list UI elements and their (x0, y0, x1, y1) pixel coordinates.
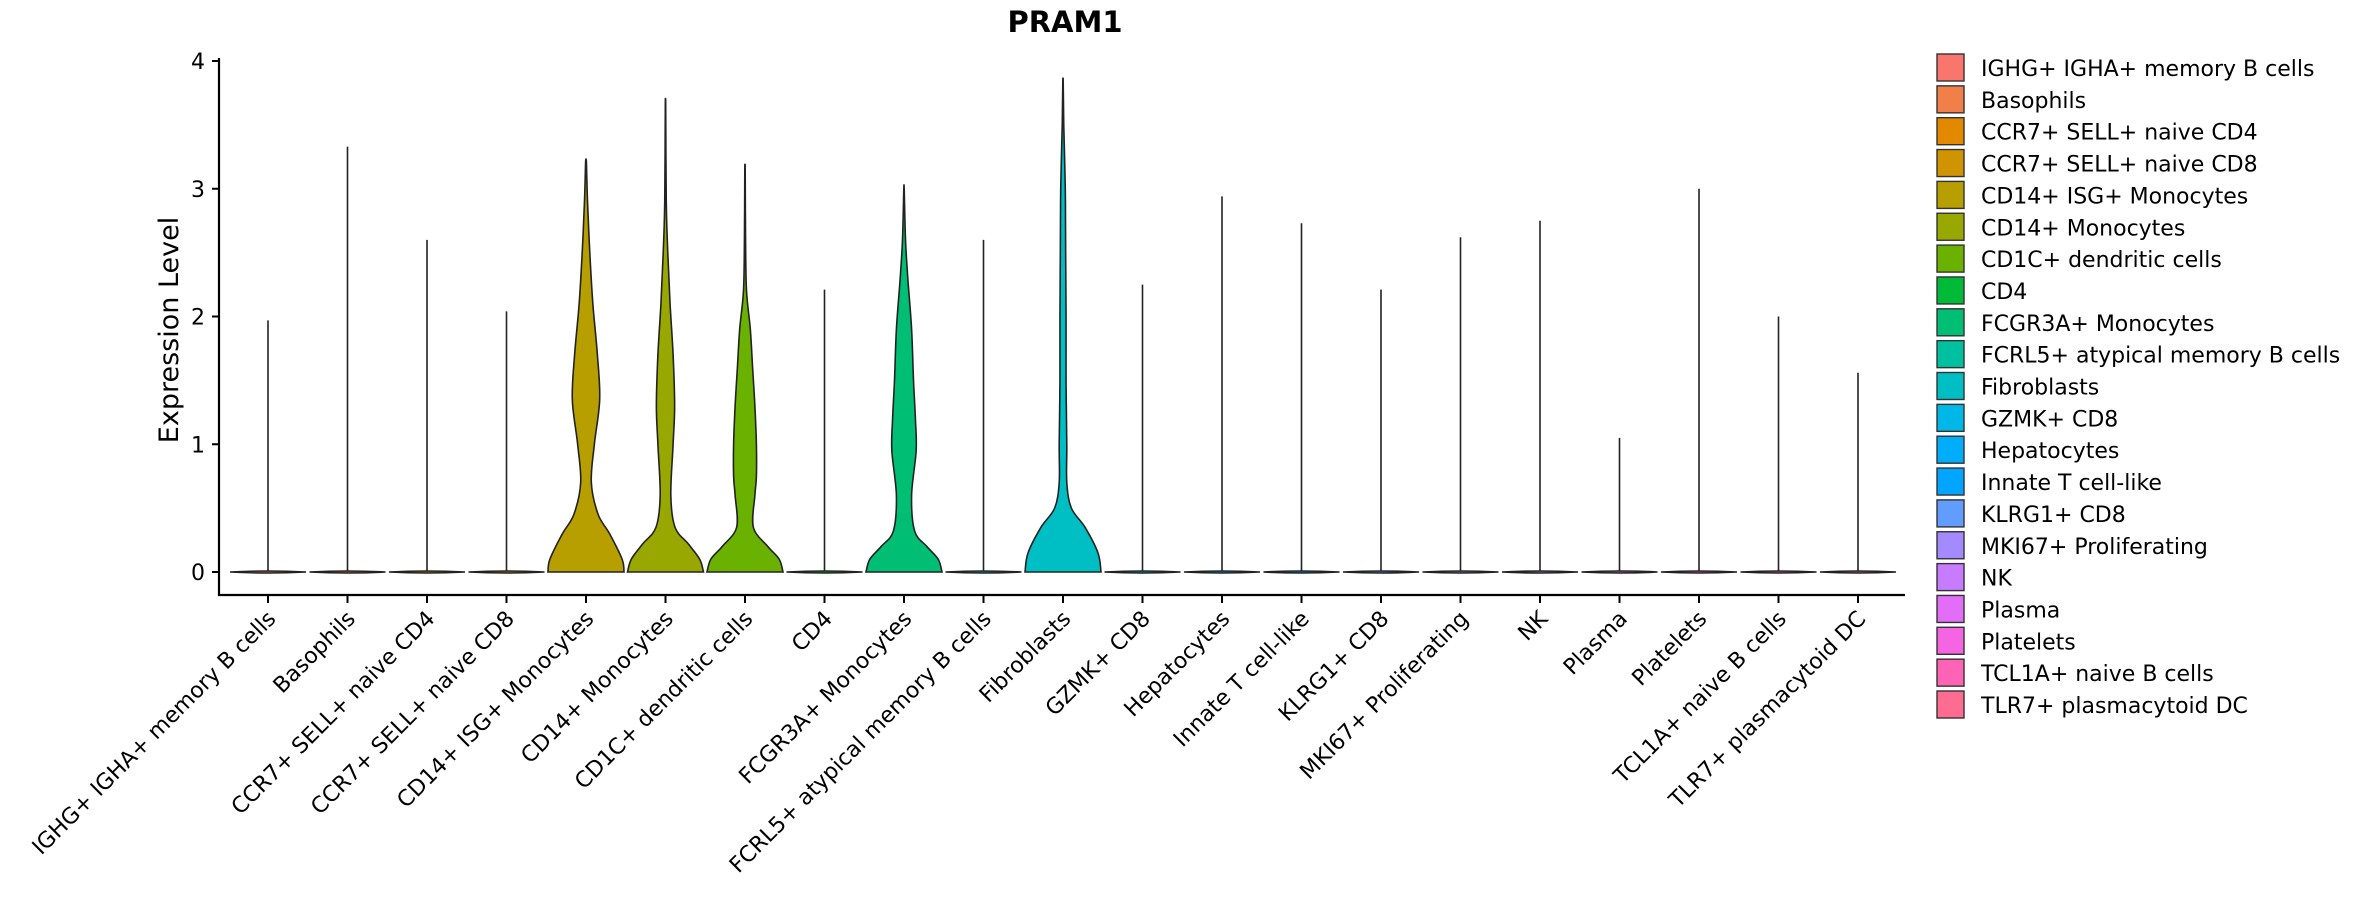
legend-swatch (1936, 562, 1965, 592)
violin-plot-area (229, 77, 1897, 574)
legend: IGHG+ IGHA+ memory B cells Basophils CCR7+… (1936, 53, 2340, 719)
y-tick-label: 1 (191, 433, 205, 458)
y-tick-label: 3 (191, 178, 205, 203)
legend-swatch (1936, 371, 1965, 401)
violin-body (945, 570, 1022, 574)
legend-label: Basophils (1981, 89, 2086, 114)
legend-swatch (1936, 116, 1965, 146)
legend-swatch (1936, 690, 1965, 719)
x-tick-label: NK (1514, 606, 1554, 646)
x-tick-label: CD14+ Monocytes (517, 607, 679, 769)
legend-label: NK (1981, 567, 2012, 592)
legend-swatch (1936, 212, 1965, 241)
violin-body (388, 570, 466, 574)
violin-body (1024, 77, 1102, 573)
legend-swatch (1936, 531, 1965, 560)
legend-label: CCR7+ SELL+ naive CD4 (1981, 121, 2258, 146)
y-tick-label: 0 (191, 561, 205, 586)
legend-label: Platelets (1981, 630, 2076, 655)
chart-title: PRAM1 (1007, 5, 1122, 39)
legend-label: Hepatocytes (1981, 439, 2119, 464)
violin-body (1660, 570, 1738, 574)
violin-body (864, 184, 944, 573)
violin-body (1501, 570, 1579, 574)
legend-swatch (1936, 658, 1965, 687)
legend-swatch (1936, 626, 1965, 655)
legend-label: IGHG+ IGHA+ memory B cells (1981, 57, 2314, 82)
y-axis-label: Expression Level (154, 217, 185, 443)
legend-label: Fibroblasts (1981, 376, 2099, 401)
violin-body (626, 97, 705, 573)
legend-swatch (1936, 339, 1965, 369)
legend-swatch (1936, 148, 1965, 178)
violin-body (1422, 570, 1499, 574)
legend-label: GZMK+ CD8 (1981, 407, 2118, 432)
x-tick-label: Platelets (1628, 607, 1713, 692)
violin-body (1263, 570, 1340, 574)
legend-label: Innate T cell-like (1981, 471, 2162, 496)
legend-label: CCR7+ SELL+ naive CD8 (1981, 153, 2258, 178)
legend-swatch (1936, 244, 1965, 273)
legend-label: FCRL5+ atypical memory B cells (1981, 344, 2340, 369)
legend-swatch (1936, 180, 1965, 210)
legend-swatch (1936, 276, 1965, 305)
y-axis-ticks: 0 1 2 3 4 (191, 50, 219, 586)
violin-body (705, 163, 785, 573)
violin-body (468, 570, 545, 574)
violin-body (786, 570, 863, 574)
violin-body (1104, 570, 1181, 574)
x-tick-label: Plasma (1559, 607, 1633, 681)
legend-label: TCL1A+ naive B cells (1980, 662, 2214, 687)
legend-label: FCGR3A+ Monocytes (1981, 312, 2214, 337)
violin-body (1581, 570, 1658, 574)
violin-body (1819, 570, 1897, 574)
legend-label: CD14+ ISG+ Monocytes (1981, 184, 2248, 209)
legend-label: CD1C+ dendritic cells (1981, 248, 2222, 273)
legend-label: CD14+ Monocytes (1981, 216, 2185, 241)
violin-body (547, 158, 625, 573)
y-tick-label: 2 (191, 306, 205, 331)
y-tick-label: 4 (191, 50, 205, 75)
x-tick-label: CD4 (787, 607, 837, 657)
legend-swatch (1936, 85, 1965, 114)
legend-swatch (1936, 308, 1965, 337)
legend-swatch (1936, 53, 1965, 82)
legend-swatch (1936, 594, 1965, 624)
legend-label: MKI67+ Proliferating (1981, 535, 2208, 560)
legend-swatch (1936, 435, 1965, 464)
violin-body (1342, 570, 1420, 574)
legend-label: CD4 (1981, 280, 2027, 305)
x-tick-label: IGHG+ IGHA+ memory B cells (28, 607, 281, 860)
legend-swatch (1936, 467, 1965, 496)
legend-swatch (1936, 499, 1965, 528)
x-axis-ticks: IGHG+ IGHA+ memory B cellsBasophilsCCR7+… (28, 596, 1871, 878)
x-tick-label: Innate T cell-like (1169, 607, 1315, 753)
legend-label: KLRG1+ CD8 (1981, 503, 2126, 528)
violin-body (1740, 570, 1817, 574)
legend-label: Plasma (1981, 598, 2060, 623)
violin-body (229, 570, 307, 574)
legend-label: TLR7+ plasmacytoid DC (1980, 694, 2248, 719)
legend-swatch (1936, 403, 1965, 433)
violin-body (309, 570, 386, 574)
violin-body (1183, 570, 1261, 574)
